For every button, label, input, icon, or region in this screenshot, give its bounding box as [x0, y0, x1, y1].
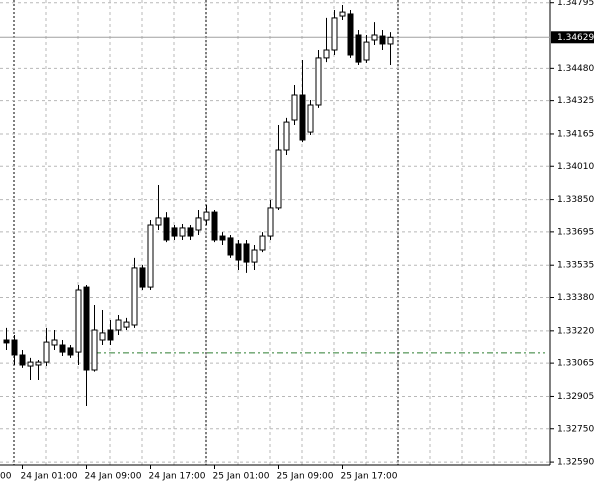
candle-body: [307, 104, 314, 133]
candle-body: [219, 235, 226, 241]
x-tick-label: 24 Jan 17:00: [149, 472, 206, 482]
y-tick-label: 1.32905: [557, 392, 594, 402]
candle-body: [323, 49, 330, 59]
candle-body: [123, 321, 130, 328]
candle-body: [115, 319, 122, 331]
candle-body: [67, 347, 74, 356]
candle-body: [51, 339, 58, 346]
candle-body: [27, 361, 34, 367]
candle-body: [251, 249, 258, 263]
y-tick-label: 1.34325: [557, 96, 594, 106]
candle-body: [11, 339, 18, 356]
y-tick-label: 1.33850: [557, 195, 594, 205]
candle-body: [283, 121, 290, 151]
x-tick-label: 24 Jan 01:00: [21, 472, 78, 482]
candle-body: [275, 149, 282, 209]
candle-body: [147, 224, 154, 288]
candle-body: [243, 243, 250, 263]
candle-body: [331, 17, 338, 51]
candle-body: [3, 339, 10, 344]
candle-body: [155, 217, 162, 226]
y-tick-label: 1.32750: [557, 424, 594, 434]
y-tick-label: 1.34795: [557, 0, 594, 8]
candle-body: [171, 227, 178, 237]
candle-body: [91, 329, 98, 371]
y-tick-label: 1.34165: [557, 129, 594, 139]
candle-body: [315, 57, 322, 106]
current-price-label: 1.34629: [557, 33, 594, 43]
candle-body: [267, 207, 274, 237]
y-tick-label: 1.33220: [557, 326, 594, 336]
candle-body: [107, 329, 114, 341]
y-tick-label: 1.32590: [557, 458, 594, 468]
candle-body: [299, 94, 306, 141]
x-tick-label: 25 Jan 09:00: [277, 472, 334, 482]
candle-body: [75, 289, 82, 353]
candle-body: [227, 237, 234, 256]
candle-body: [371, 34, 378, 41]
candle-body: [235, 243, 242, 261]
candle-body: [19, 354, 26, 366]
candle-body: [187, 227, 194, 237]
candle-body: [195, 217, 202, 231]
candle-body: [259, 235, 266, 251]
y-tick-label: 1.33065: [557, 359, 594, 369]
y-tick-label: 1.33695: [557, 227, 594, 237]
y-tick-label: 1.33535: [557, 261, 594, 271]
x-tick-label: 25 Jan 17:00: [341, 472, 398, 482]
candle-body: [291, 94, 298, 121]
x-tick-label: 24 Jan 09:00: [85, 472, 142, 482]
candle-body: [179, 227, 186, 237]
candle-body: [43, 341, 50, 363]
candle-body: [355, 34, 362, 63]
candle-body: [211, 211, 218, 241]
y-tick-label: 1.34010: [557, 162, 594, 172]
candle-body: [203, 211, 210, 221]
x-tick-label: 25 Jan 01:00: [213, 472, 270, 482]
candle-body: [387, 36, 394, 45]
candle-body: [99, 332, 106, 341]
candle-body: [379, 35, 386, 45]
y-tick-label: 1.34480: [557, 64, 594, 74]
candle-body: [131, 267, 138, 326]
current-price-box: [551, 31, 594, 44]
candle-body: [347, 13, 354, 56]
y-tick-label: 1.33380: [557, 293, 594, 303]
candle-body: [59, 344, 66, 353]
candle-body: [83, 286, 90, 371]
candle-body: [139, 267, 146, 288]
x-edge-label: 00: [0, 472, 12, 482]
candle-body: [163, 217, 170, 241]
candle-body: [363, 41, 370, 61]
candle-body: [339, 11, 346, 17]
candle-body: [35, 361, 42, 366]
